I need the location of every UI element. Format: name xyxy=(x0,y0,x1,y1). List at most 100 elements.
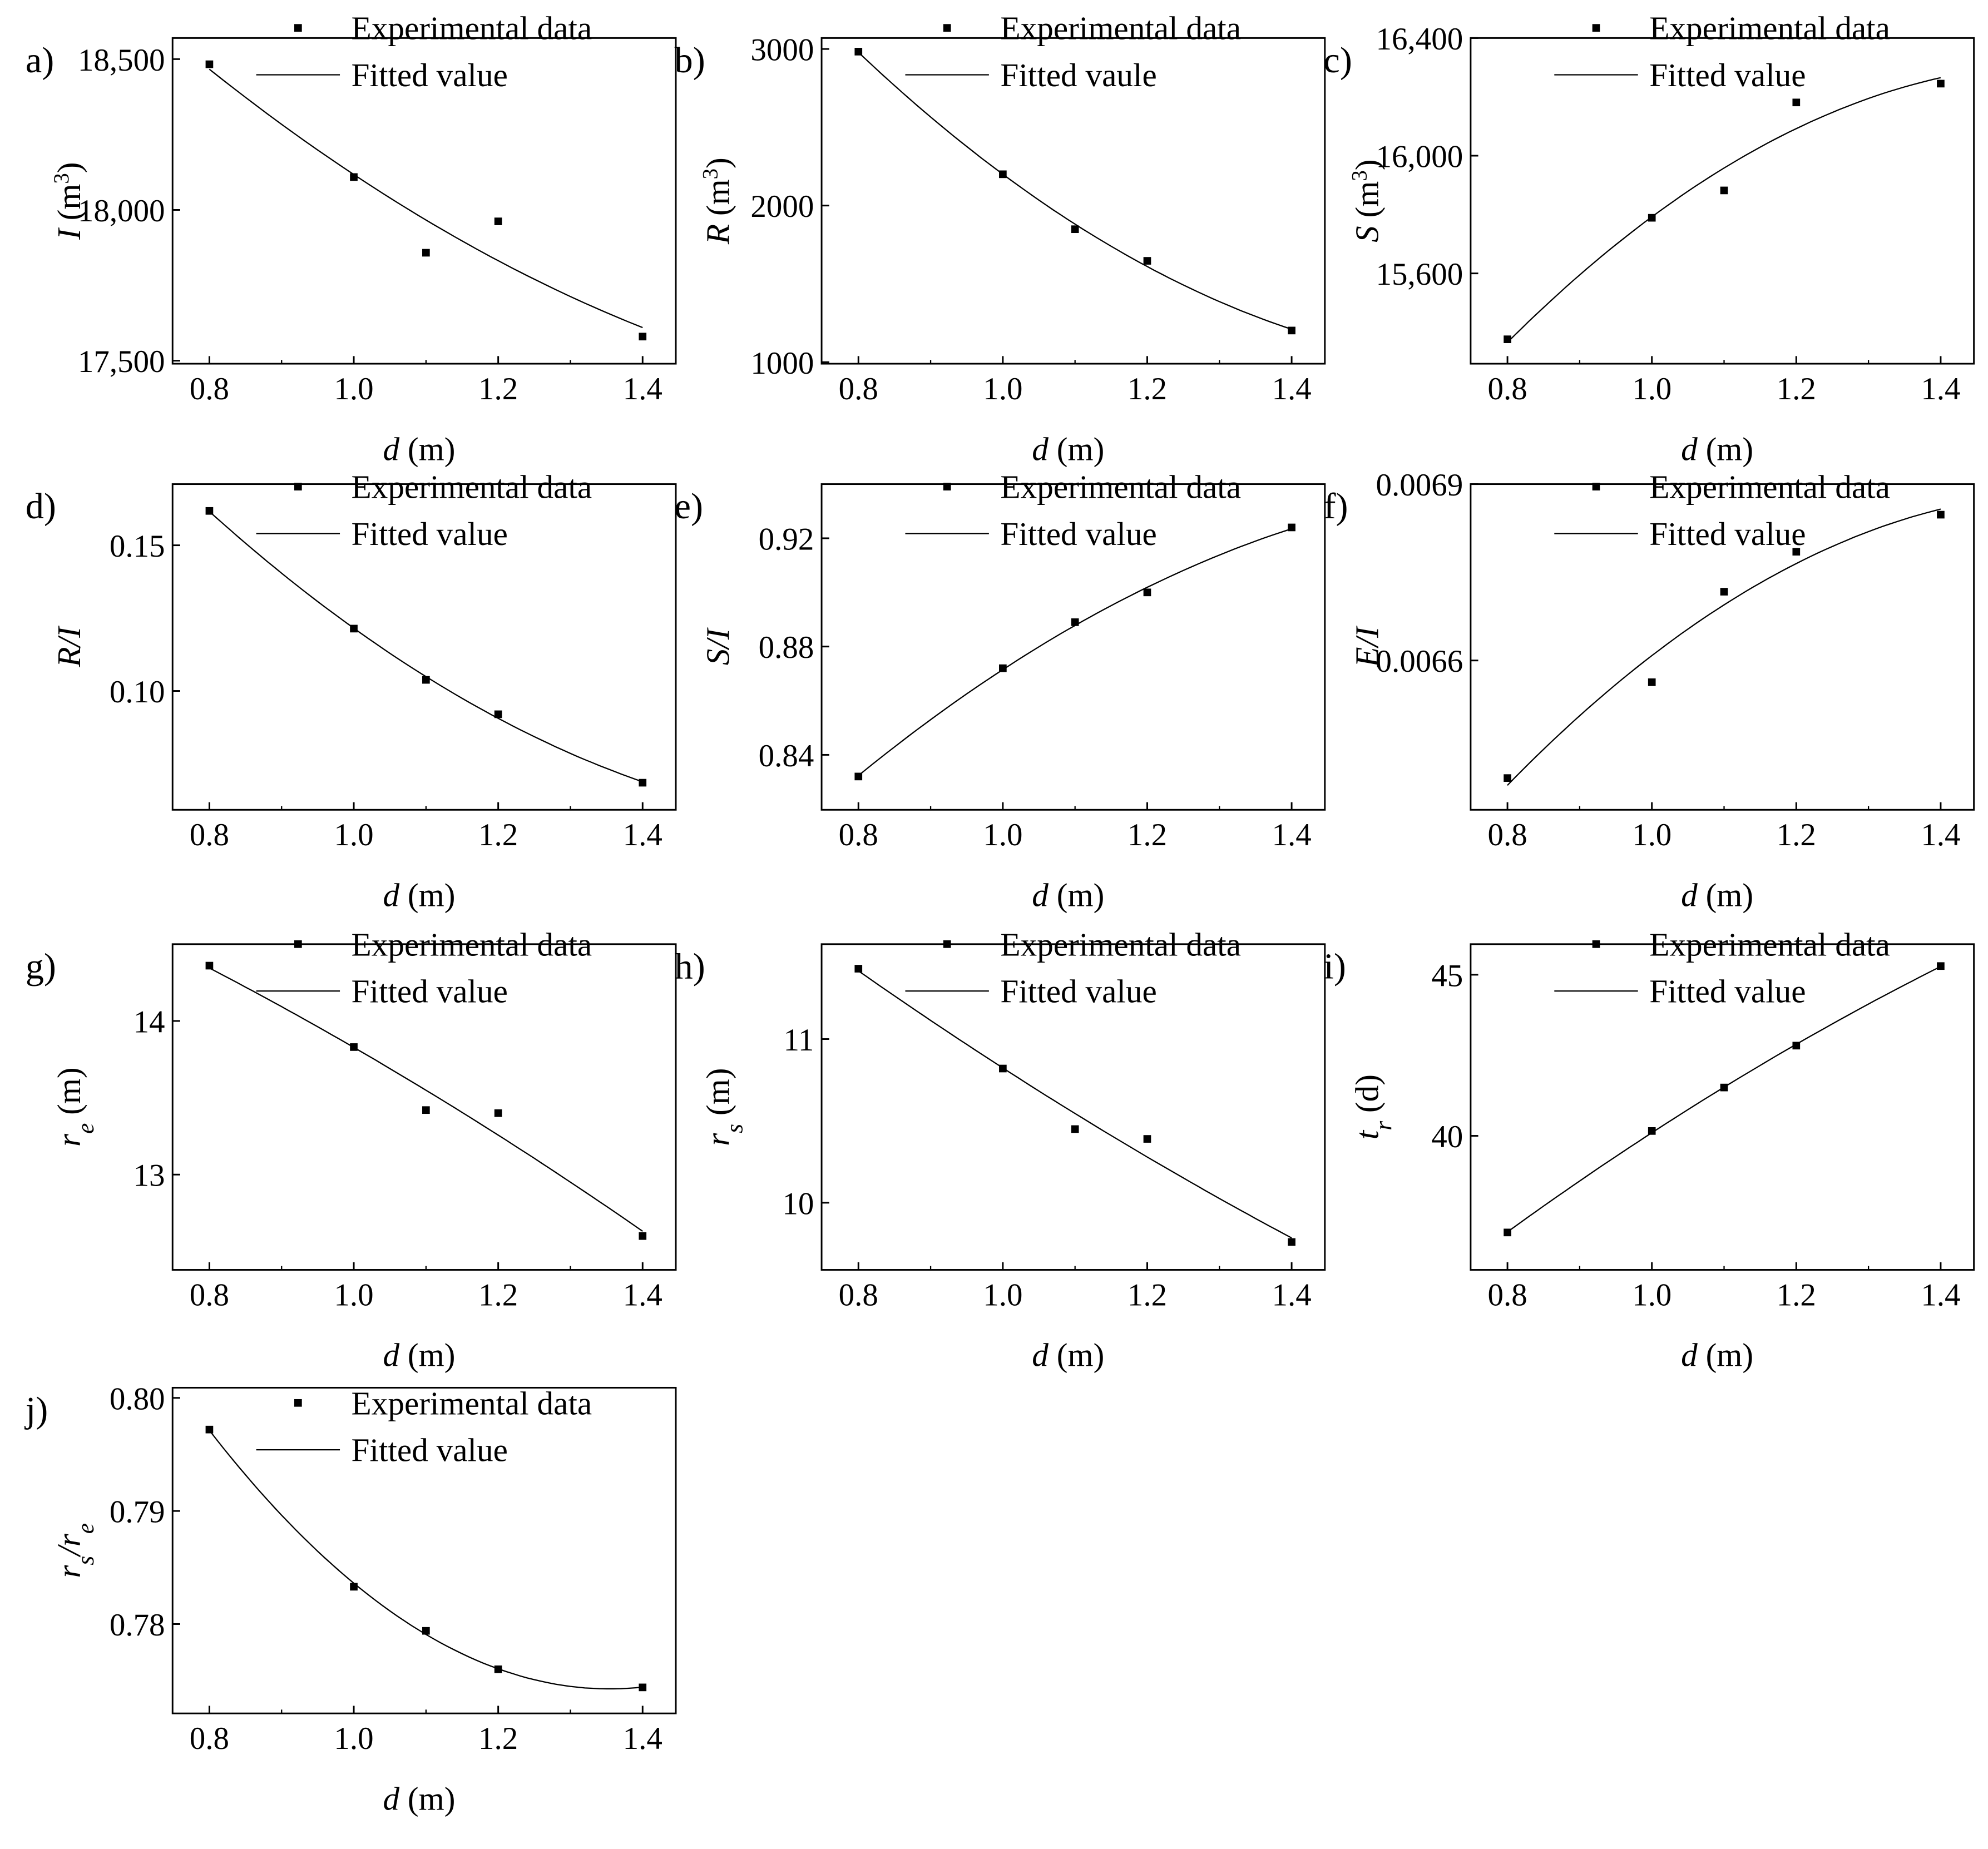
data-point xyxy=(494,710,502,718)
x-axis-label-unit: (m) xyxy=(1049,876,1104,913)
data-point xyxy=(422,1106,430,1114)
y-axis-label-part: s xyxy=(721,1124,748,1133)
legend-label-fitted: Fitted value xyxy=(352,57,508,93)
x-tick-label: 1.2 xyxy=(478,1721,518,1756)
data-point xyxy=(422,1627,430,1635)
legend-label-fitted: Fitted value xyxy=(352,515,508,552)
legend-marker-experimental xyxy=(294,483,302,490)
x-tick-label: 1.0 xyxy=(1632,1277,1671,1312)
y-tick-label: 2000 xyxy=(750,189,814,224)
data-point xyxy=(1937,510,1945,519)
data-point xyxy=(1504,335,1511,343)
y-tick-label: 13 xyxy=(133,1158,165,1193)
y-axis-label-part: E/I xyxy=(1349,625,1386,668)
x-axis-label: d (m) xyxy=(383,1780,455,1817)
data-point xyxy=(1143,588,1151,597)
plot-frame xyxy=(171,483,677,811)
legend-label-experimental: Experimental data xyxy=(352,469,592,505)
y-tick-label: 14 xyxy=(133,1004,165,1039)
x-axis-label: d (m) xyxy=(1681,876,1753,913)
y-tick-label: 1000 xyxy=(750,346,814,381)
fitted-curve xyxy=(209,1430,643,1690)
data-point xyxy=(205,60,214,68)
data-point xyxy=(350,624,358,633)
x-axis-label-var: d xyxy=(1681,876,1698,913)
y-tick-label: 0.78 xyxy=(110,1608,165,1643)
fitted-curve xyxy=(1507,508,1941,786)
x-axis-label-var: d xyxy=(383,430,399,467)
data-point xyxy=(639,1232,647,1240)
x-axis-label: d (m) xyxy=(383,430,455,467)
x-axis-label-unit: (m) xyxy=(1698,1337,1753,1374)
y-tick-label: 0.10 xyxy=(110,675,165,710)
x-tick-label: 0.8 xyxy=(190,371,229,407)
data-point xyxy=(1792,1042,1801,1050)
data-point xyxy=(205,1425,214,1434)
y-axis-label: re (m) xyxy=(51,1067,99,1147)
legend-label-experimental: Experimental data xyxy=(352,1385,592,1421)
x-tick-label: 0.8 xyxy=(839,1277,878,1312)
legend-label-fitted: Fitted value xyxy=(1649,515,1806,552)
y-axis-label-part: r xyxy=(700,1133,736,1146)
legend-marker-experimental xyxy=(1592,940,1600,948)
data-point xyxy=(422,676,430,684)
legend-label-experimental: Experimental data xyxy=(1000,926,1241,963)
x-axis-label: d (m) xyxy=(1032,876,1104,913)
x-tick-label: 1.2 xyxy=(478,817,518,852)
legend-label-fitted: Fitted value xyxy=(1000,515,1156,552)
y-tick-label: 0.84 xyxy=(759,738,814,774)
x-tick-label: 1.2 xyxy=(478,1277,518,1312)
data-point xyxy=(350,1583,358,1591)
y-axis-label-part: r xyxy=(51,1565,87,1578)
y-axis-label: E/I xyxy=(1349,625,1386,668)
data-point xyxy=(205,961,214,970)
chart-panel-f: f) 0.8 1.0 1.2 1.4 d (m) 0.0066 0.0069 E/I Experi… xyxy=(1324,468,1975,913)
chart-panel-a: a) 0.8 1.0 1.2 1.4 d (m) 17,500 18,000 18,500 I (… xyxy=(26,10,677,467)
x-tick-label: 1.4 xyxy=(623,1277,662,1312)
panel-label: h) xyxy=(675,946,705,987)
y-tick-label: 0.0069 xyxy=(1376,468,1463,503)
plot-frame xyxy=(171,1386,677,1714)
plot-frame xyxy=(171,943,677,1271)
chart-panel-j: j) 0.8 1.0 1.2 1.4 d (m) 0.78 0.79 0.80 rs/re Expe… xyxy=(24,1381,677,1817)
x-axis-label-unit: (m) xyxy=(1698,430,1753,467)
x-tick-label: 1.4 xyxy=(623,817,662,852)
x-tick-label: 1.2 xyxy=(478,371,518,407)
x-axis-label-var: d xyxy=(1681,430,1698,467)
x-tick-label: 1.4 xyxy=(1921,817,1960,852)
y-axis-label-part: (m xyxy=(700,179,736,224)
panel-label: a) xyxy=(26,40,54,81)
x-axis-label-unit: (m) xyxy=(1698,876,1753,913)
data-point xyxy=(1288,523,1295,532)
plot-frame xyxy=(171,37,677,365)
legend-label-experimental: Experimental data xyxy=(1649,10,1890,47)
x-tick-label: 1.2 xyxy=(1127,1277,1167,1312)
y-tick-label: 3000 xyxy=(750,33,814,68)
y-tick-label: 10 xyxy=(782,1186,814,1221)
y-tick-label: 15,600 xyxy=(1376,257,1463,292)
data-point xyxy=(1937,962,1945,970)
chart-panel-d: d) 0.8 1.0 1.2 1.4 d (m) 0.10 0.15 R/I Experiment… xyxy=(26,469,677,913)
y-axis-label-part: 3 xyxy=(698,168,722,179)
legend-label-fitted: Fitted value xyxy=(352,973,508,1010)
legend-label-experimental: Experimental data xyxy=(1649,469,1890,505)
x-tick-label: 0.8 xyxy=(190,1721,229,1756)
y-axis-label: rs (m) xyxy=(700,1068,748,1146)
data-point xyxy=(639,779,647,787)
legend-marker-experimental xyxy=(294,24,302,32)
plot-frame xyxy=(1470,37,1975,365)
legend-label-fitted: Fitted vaule xyxy=(1000,57,1156,93)
x-axis-label-var: d xyxy=(383,876,399,913)
y-axis-label: rs/re xyxy=(51,1523,99,1578)
y-tick-label: 0.0066 xyxy=(1376,644,1463,679)
plot-frame xyxy=(820,943,1326,1271)
legend-label-fitted: Fitted value xyxy=(1649,57,1806,93)
x-axis-label: d (m) xyxy=(1032,430,1104,467)
y-axis-label-part: 3 xyxy=(1347,170,1371,181)
data-point xyxy=(205,507,214,515)
x-axis-label-var: d xyxy=(1032,1337,1049,1374)
x-tick-label: 0.8 xyxy=(190,817,229,852)
y-axis-label-part: e xyxy=(72,1523,99,1534)
panel-label: b) xyxy=(675,40,705,81)
legend-label-fitted: Fitted value xyxy=(1000,973,1156,1010)
